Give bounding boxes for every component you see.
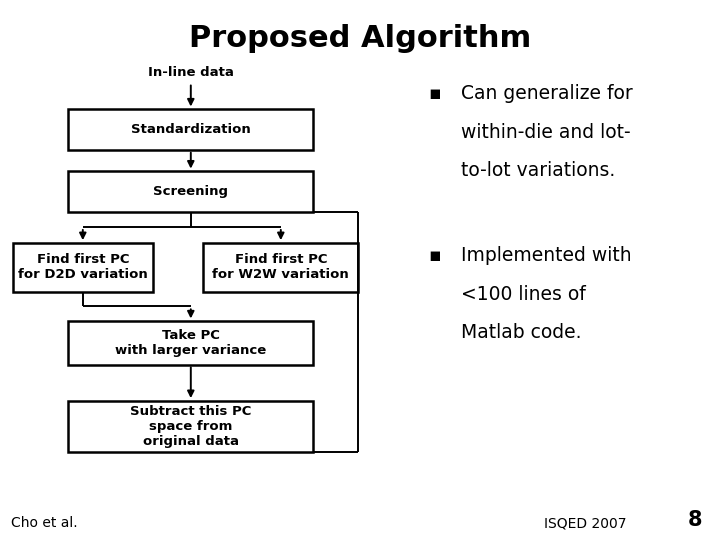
Text: Take PC
with larger variance: Take PC with larger variance <box>115 329 266 357</box>
FancyBboxPatch shape <box>68 109 313 150</box>
Text: Screening: Screening <box>153 185 228 198</box>
Text: Subtract this PC
space from
original data: Subtract this PC space from original dat… <box>130 405 251 448</box>
Text: within-die and lot-: within-die and lot- <box>461 123 631 141</box>
Text: to-lot variations.: to-lot variations. <box>461 161 615 180</box>
FancyBboxPatch shape <box>68 172 313 212</box>
FancyBboxPatch shape <box>204 243 359 292</box>
Text: Find first PC
for W2W variation: Find first PC for W2W variation <box>212 253 349 281</box>
Text: 8: 8 <box>688 510 702 530</box>
Text: ▪: ▪ <box>428 246 441 265</box>
Text: ISQED 2007: ISQED 2007 <box>544 516 626 530</box>
FancyBboxPatch shape <box>13 243 153 292</box>
Text: In-line data: In-line data <box>148 66 234 79</box>
Text: Find first PC
for D2D variation: Find first PC for D2D variation <box>18 253 148 281</box>
Text: Proposed Algorithm: Proposed Algorithm <box>189 24 531 53</box>
FancyBboxPatch shape <box>68 321 313 365</box>
Text: <100 lines of: <100 lines of <box>461 285 585 303</box>
Text: Standardization: Standardization <box>131 123 251 136</box>
Text: Matlab code.: Matlab code. <box>461 323 581 342</box>
Text: ▪: ▪ <box>428 84 441 103</box>
Text: Cho et al.: Cho et al. <box>11 516 78 530</box>
FancyBboxPatch shape <box>68 401 313 453</box>
Text: Implemented with: Implemented with <box>461 246 631 265</box>
Text: Can generalize for: Can generalize for <box>461 84 633 103</box>
